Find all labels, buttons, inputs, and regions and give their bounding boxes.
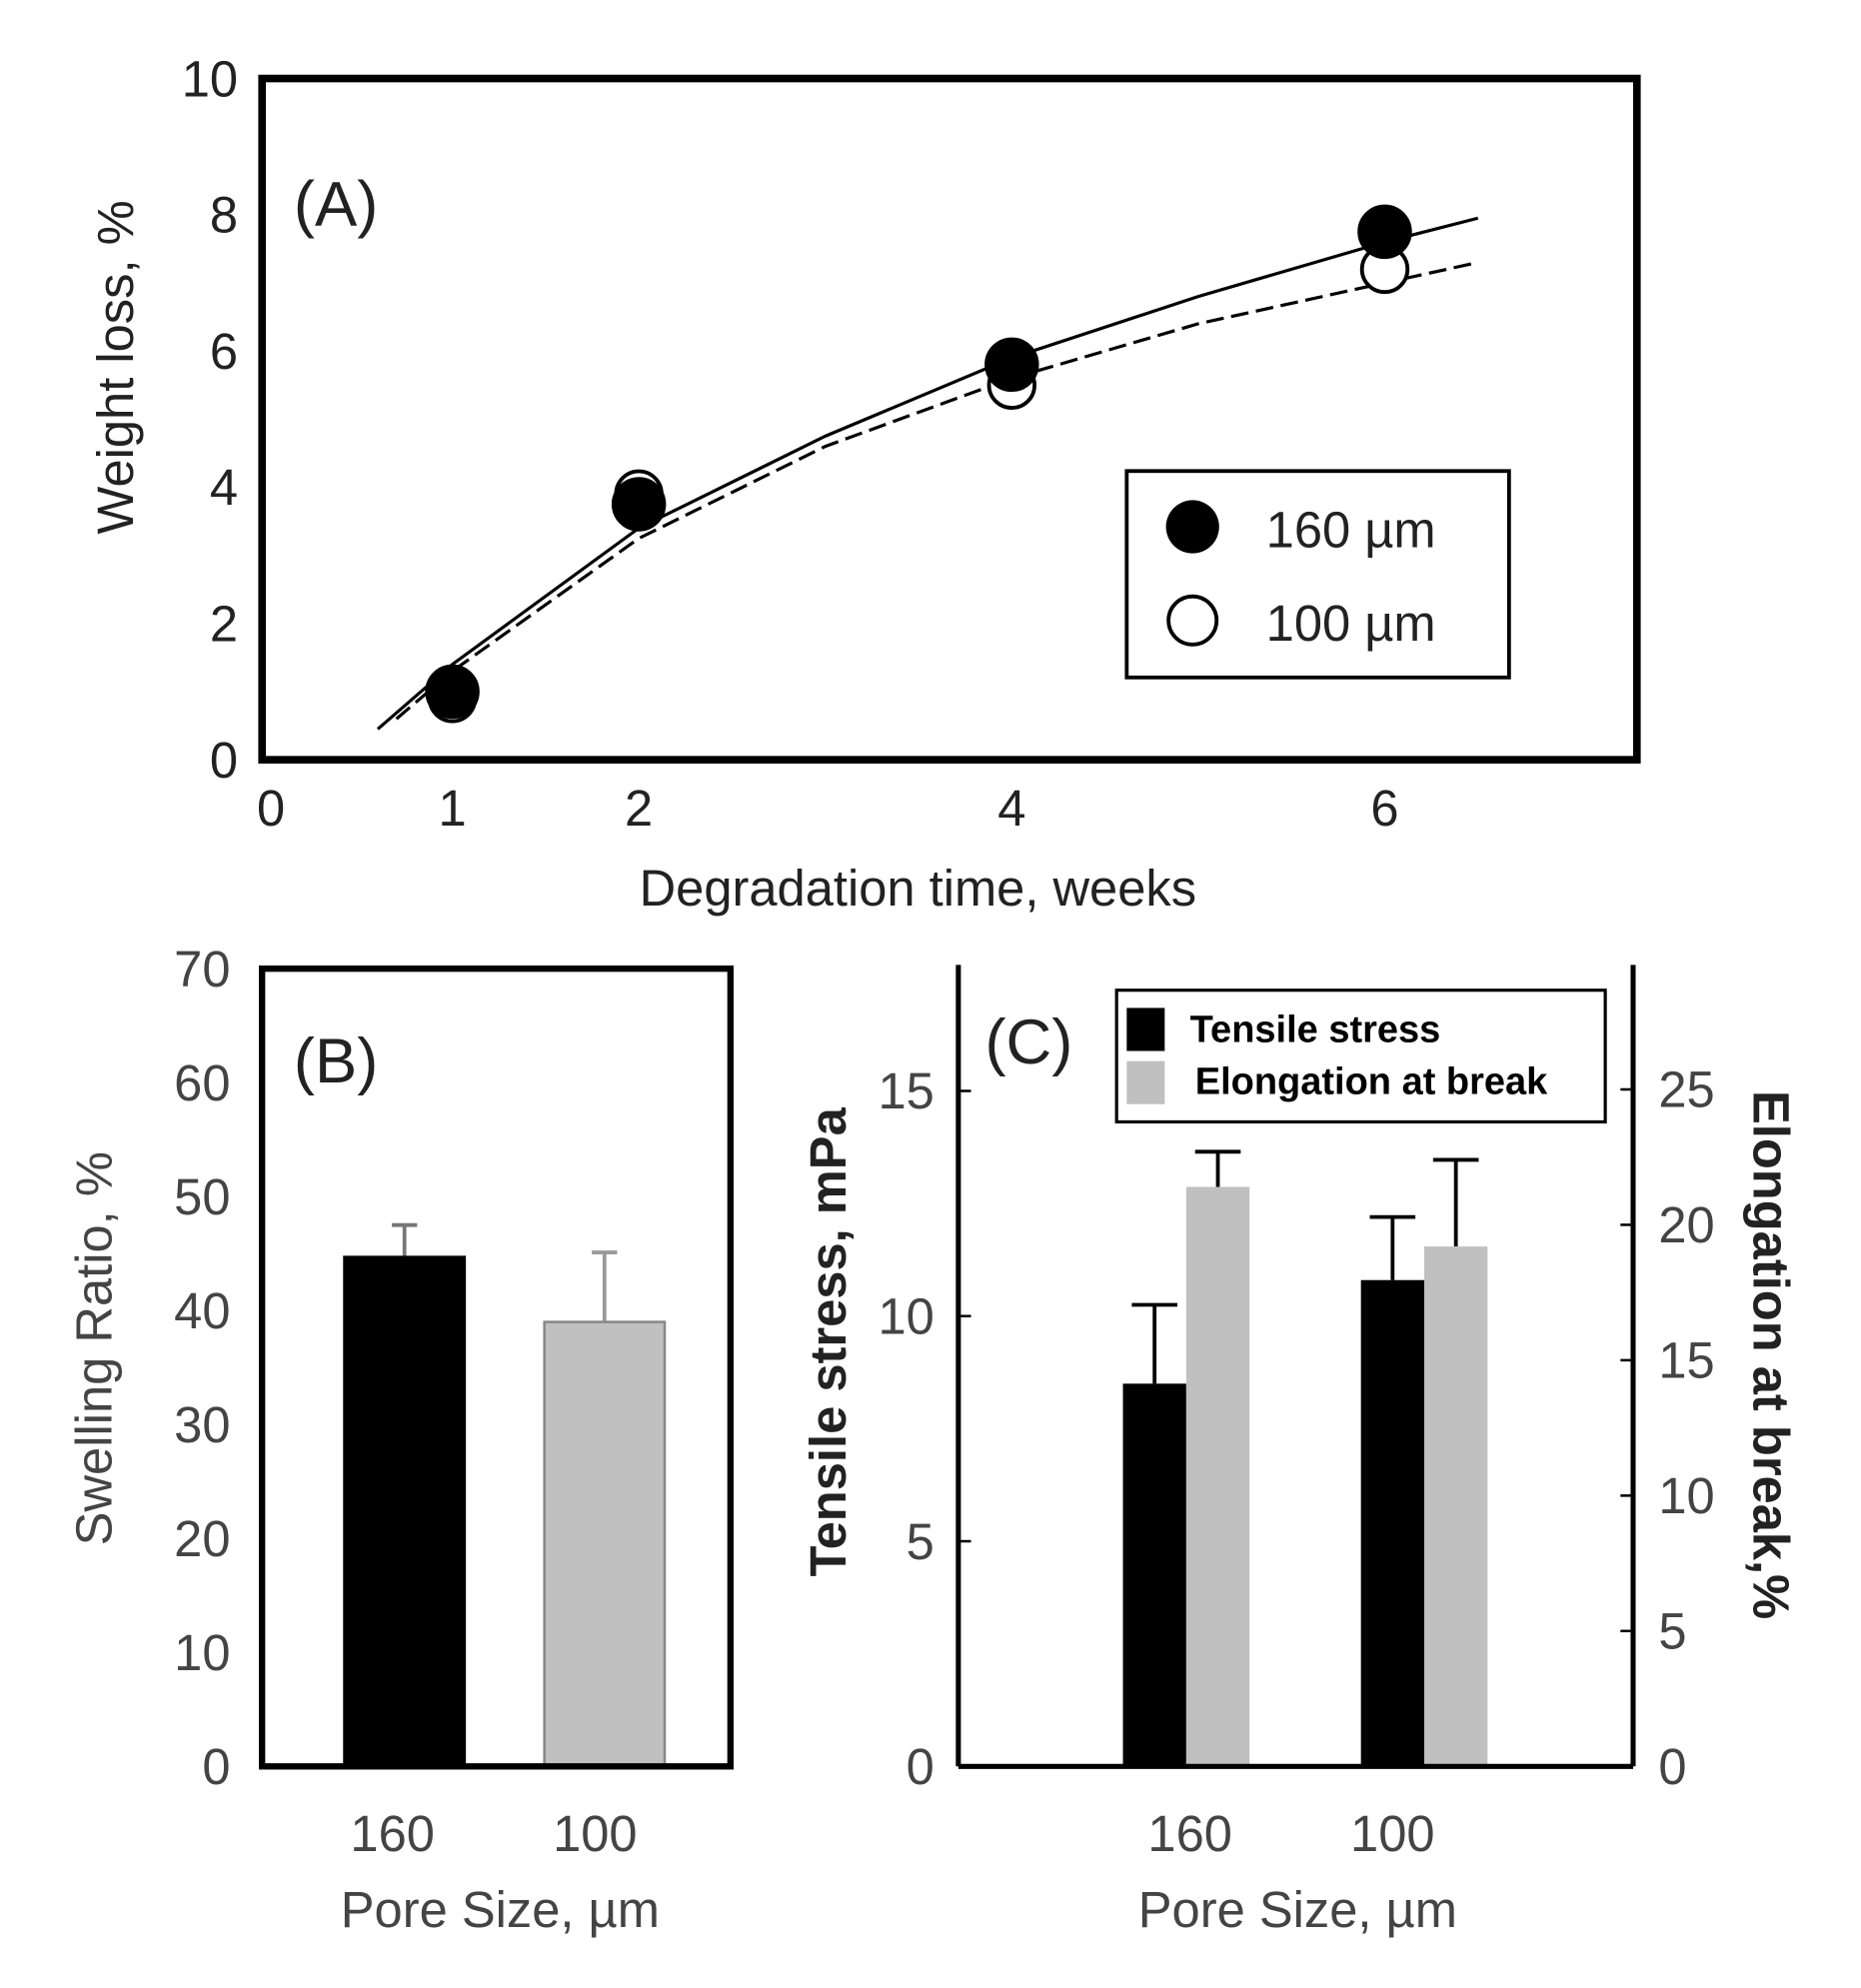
- panel-b-label: (B): [294, 1026, 378, 1096]
- bar-160: [343, 1255, 467, 1768]
- y-tick-label: 40: [174, 1282, 230, 1339]
- y-tick-label: 0: [210, 732, 238, 789]
- data-point-160um: [611, 477, 667, 532]
- y-axis-label-c-right: Elongation at break,%: [1742, 1090, 1799, 1619]
- y-tick-label: 30: [174, 1396, 230, 1453]
- legend-label-100: 100 µm: [1266, 595, 1436, 652]
- y-tick-label: 0: [202, 1738, 230, 1795]
- x-tick-label: 4: [997, 780, 1025, 837]
- bar-100: [543, 1320, 667, 1768]
- panel-a-frame: [258, 74, 1641, 764]
- y-axis-label-a: Weight loss, %: [87, 200, 144, 534]
- x-tick-label: 1: [438, 780, 466, 837]
- panel-a-label: (A): [294, 169, 378, 239]
- bar-tensile-160: [1122, 1383, 1186, 1767]
- panel-a: 0 1 2 4 6 0 2 4 6 8 10 (A) Degradation time, weeks…: [87, 50, 1641, 917]
- bar-elongation-160: [1185, 1186, 1250, 1767]
- x-tick-label: 0: [257, 780, 285, 837]
- x-tick-label: 6: [1370, 780, 1398, 837]
- panel-c: 0 5 10 15 0 5 10 15 20 25 (C) Tensile stress Elon…: [800, 965, 1799, 1938]
- data-point-160um: [984, 337, 1039, 393]
- y-tick-label-right: 20: [1658, 1196, 1714, 1253]
- y-axis-label-b: Swelling Ratio, %: [65, 1151, 122, 1545]
- y-tick-label: 10: [182, 50, 238, 107]
- y-tick-label-right: 25: [1658, 1061, 1714, 1118]
- panel-c-label: (C): [984, 1007, 1072, 1077]
- fit-line-dashed: [395, 261, 1479, 721]
- y-axis-label-c-left: Tensile stress, mPa: [800, 1106, 857, 1576]
- y-tick-label: 2: [210, 596, 238, 653]
- y-tick-label: 10: [174, 1624, 230, 1681]
- legend-c: Tensile stress Elongation at break: [1114, 989, 1607, 1124]
- y-tick-label: 20: [174, 1510, 230, 1567]
- y-tick-label-right: 5: [1658, 1603, 1686, 1660]
- x-axis-label-a: Degradation time, weeks: [640, 860, 1196, 917]
- x-tick-label-160-c: 160: [1147, 1805, 1232, 1862]
- x-axis-label-c: Pore Size, µm: [1138, 1881, 1457, 1938]
- legend-swatch-tensile: [1126, 1007, 1165, 1051]
- y-tick-label-right: 0: [1658, 1738, 1686, 1795]
- y-tick-label: 70: [174, 941, 230, 997]
- y-tick-label: 4: [210, 459, 238, 516]
- x-tick-label-100-b: 100: [553, 1805, 638, 1862]
- y-tick-label: 60: [174, 1054, 230, 1111]
- legend-a: 160 µm 100 µm: [1124, 469, 1511, 680]
- bar-tensile-100: [1360, 1279, 1424, 1767]
- y-tick-label-left: 5: [907, 1513, 934, 1570]
- x-tick-label-160-b: 160: [350, 1805, 435, 1862]
- legend-label-160: 160 µm: [1266, 501, 1436, 558]
- y-tick-label-left: 15: [878, 1062, 933, 1119]
- data-point-160um: [425, 664, 480, 720]
- bar-elongation-100: [1424, 1246, 1488, 1767]
- legend-marker-open-circle: [1166, 594, 1219, 647]
- data-point-160um: [1357, 204, 1412, 260]
- y-tick-label-left: 0: [907, 1738, 934, 1795]
- fit-line-solid: [376, 216, 1479, 731]
- y-tick-label-right: 15: [1658, 1332, 1714, 1389]
- legend-label-tensile: Tensile stress: [1190, 1009, 1441, 1051]
- y-tick-label-left: 10: [878, 1288, 933, 1345]
- panel-b-frame: [259, 965, 735, 1770]
- panel-b: 0 10 20 30 40 50 60 70 (B) 160 100 Pore Size, µ…: [65, 941, 735, 1938]
- y-tick-label-right: 10: [1658, 1467, 1714, 1524]
- y-tick-label: 50: [174, 1168, 230, 1225]
- x-axis-label-b: Pore Size, µm: [341, 1881, 660, 1938]
- y-tick-label: 8: [210, 187, 238, 244]
- legend-c-box: [1114, 989, 1607, 1124]
- y-tick-label: 6: [210, 323, 238, 380]
- legend-swatch-elongation: [1126, 1060, 1165, 1104]
- x-tick-label: 2: [625, 780, 653, 837]
- x-tick-label-100-c: 100: [1350, 1805, 1435, 1862]
- legend-label-elongation: Elongation at break: [1195, 1061, 1548, 1103]
- legend-marker-filled-circle: [1165, 500, 1219, 554]
